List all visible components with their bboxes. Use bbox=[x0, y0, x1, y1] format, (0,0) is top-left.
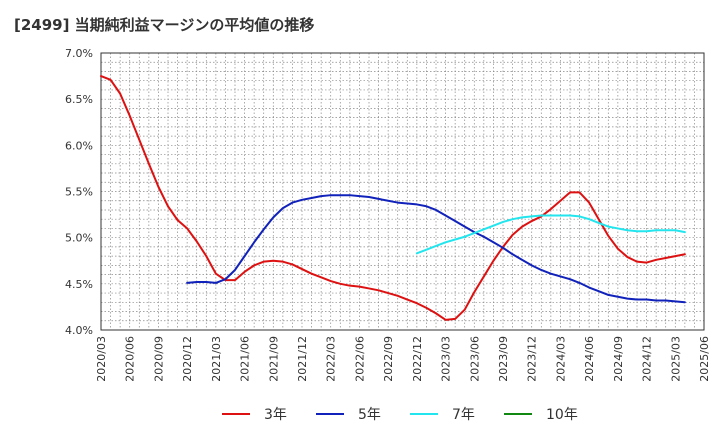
x-tick-label: 2021/12 bbox=[296, 336, 309, 382]
y-tick-label: 4.5% bbox=[65, 278, 93, 291]
x-tick-label: 2021/03 bbox=[210, 336, 223, 382]
y-tick-label: 6.5% bbox=[65, 93, 93, 106]
x-tick-label: 2021/09 bbox=[267, 336, 280, 382]
x-tick-label: 2024/03 bbox=[554, 336, 567, 382]
x-tick-label: 2022/03 bbox=[325, 336, 338, 382]
x-tick-label: 2024/09 bbox=[612, 336, 625, 382]
x-tick-label: 2020/12 bbox=[181, 336, 194, 382]
y-tick-label: 5.0% bbox=[65, 232, 93, 245]
x-tick-label: 2024/12 bbox=[641, 336, 654, 382]
y-tick-label: 7.0% bbox=[65, 47, 93, 60]
legend: 3年 5年 7年 10年 bbox=[222, 407, 578, 423]
x-tick-label: 2023/09 bbox=[497, 336, 510, 382]
x-tick-label: 2022/09 bbox=[382, 336, 395, 382]
series-line-1 bbox=[100, 75, 686, 321]
x-tick-label: 2020/09 bbox=[152, 336, 165, 382]
horizontal-grid bbox=[101, 61, 704, 322]
x-tick-label: 2022/06 bbox=[353, 336, 366, 382]
legend-label-2: 5年 bbox=[358, 407, 381, 423]
legend-label-1: 3年 bbox=[264, 407, 287, 423]
chart-title: [2499] 当期純利益マージンの平均値の推移 bbox=[14, 16, 315, 34]
series-line-3 bbox=[415, 214, 686, 255]
x-tick-label: 2021/06 bbox=[239, 336, 252, 382]
x-tick-label: 2023/06 bbox=[468, 336, 481, 382]
x-tick-label: 2025/06 bbox=[698, 336, 711, 382]
x-tick-label: 2020/06 bbox=[124, 336, 137, 382]
series-line-2 bbox=[186, 194, 686, 304]
x-tick-label: 2025/03 bbox=[669, 336, 682, 382]
x-axis-tick-labels: 2020/03 2020/06 2020/09 2020/12 2021/03 2021/… bbox=[95, 336, 711, 382]
x-tick-label: 2020/03 bbox=[95, 336, 108, 382]
y-tick-label: 4.0% bbox=[65, 324, 93, 337]
y-tick-label: 5.5% bbox=[65, 186, 93, 199]
y-tick-label: 6.0% bbox=[65, 139, 93, 152]
plot-area-border bbox=[100, 52, 705, 331]
x-tick-label: 2022/12 bbox=[411, 336, 424, 382]
x-tick-label: 2023/12 bbox=[526, 336, 539, 382]
legend-label-4: 10年 bbox=[546, 407, 578, 423]
y-axis-tick-labels: 4.0% 4.5% 5.0% 5.5% 6.0% 6.5% 7.0% bbox=[65, 47, 93, 337]
x-tick-label: 2023/03 bbox=[440, 336, 453, 382]
x-tick-label: 2024/06 bbox=[583, 336, 596, 382]
series-layer bbox=[100, 75, 686, 321]
legend-label-3: 7年 bbox=[452, 407, 475, 423]
